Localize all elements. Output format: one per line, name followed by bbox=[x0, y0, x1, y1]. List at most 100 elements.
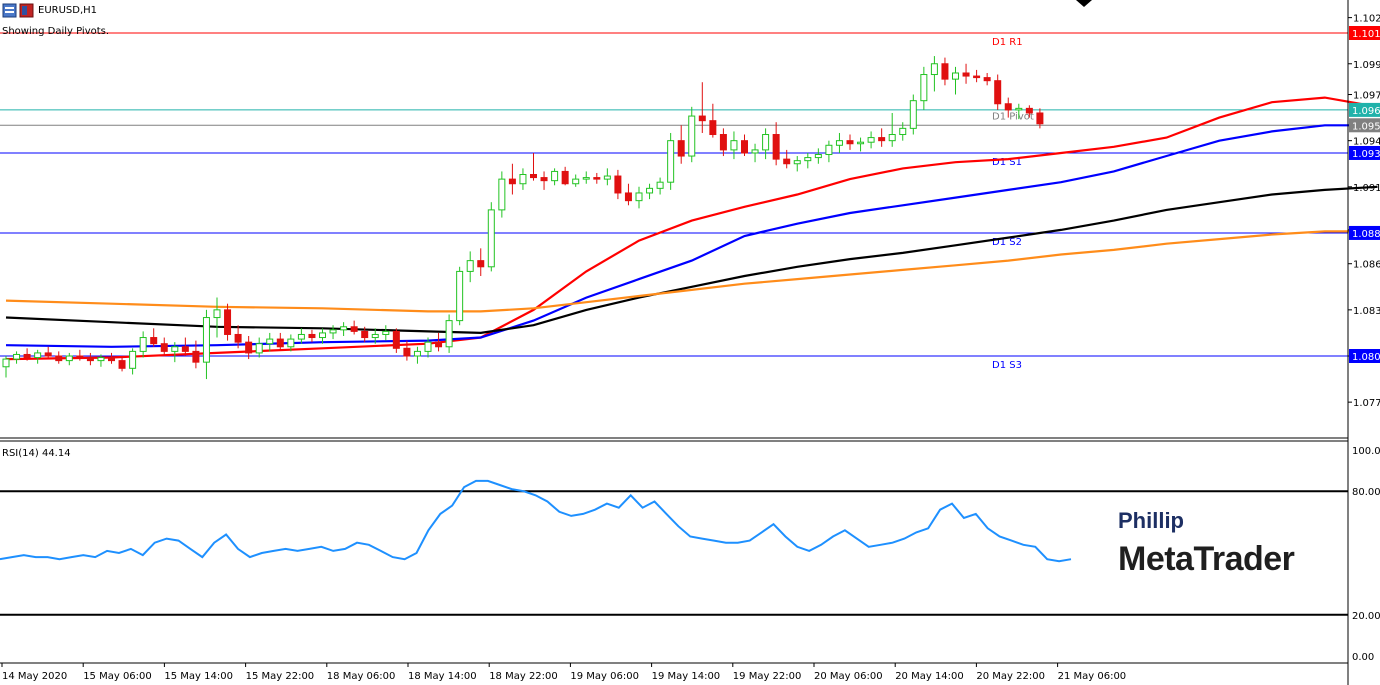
candle-body bbox=[551, 170, 559, 182]
price-axis: 1.102 1.099 1.097 1.094 1.091 1.088 1.086 1.083… bbox=[1348, 14, 1380, 409]
time-tick-label: 15 May 22:00 bbox=[246, 671, 315, 682]
candle-body bbox=[477, 260, 485, 268]
pivot-price-tag bbox=[1349, 349, 1380, 363]
candle-body bbox=[498, 178, 506, 211]
brand-metatrader: MetaTrader bbox=[1118, 540, 1295, 578]
candle-body bbox=[952, 72, 959, 80]
candle-body bbox=[76, 355, 84, 359]
time-tick-label: 15 May 14:00 bbox=[164, 671, 233, 682]
pivot-price-tag-label: 1.101 bbox=[1352, 29, 1380, 40]
price-tick-label: 1.099 bbox=[1353, 60, 1380, 71]
price-tick-label: 1.083 bbox=[1353, 306, 1380, 317]
candle-body bbox=[108, 357, 115, 362]
pivot-label: D1 S2 bbox=[992, 237, 1022, 248]
candle-body bbox=[667, 140, 675, 183]
price-tick-label: 1.077 bbox=[1353, 398, 1380, 409]
candle-body bbox=[730, 140, 738, 151]
candle-body bbox=[677, 140, 685, 157]
candle-body bbox=[202, 317, 210, 363]
candlesticks bbox=[2, 56, 1044, 380]
pivot-price-tag-label: 1.096 bbox=[1352, 106, 1380, 117]
candle-body bbox=[1004, 103, 1012, 111]
candle-body bbox=[13, 353, 21, 360]
candle-body bbox=[793, 160, 801, 165]
candle-body bbox=[635, 192, 643, 202]
rsi-axis-label: 0.00 bbox=[1352, 652, 1374, 663]
candle-body bbox=[86, 357, 94, 362]
rsi-title: RSI(14) 44.14 bbox=[2, 448, 71, 459]
candle-body bbox=[603, 175, 611, 180]
candle-body bbox=[719, 134, 727, 151]
candle-body bbox=[319, 332, 326, 339]
pivot-price-tag bbox=[1349, 145, 1380, 160]
chart-window-icon[interactable] bbox=[2, 3, 17, 18]
candle-body bbox=[582, 177, 590, 180]
rsi-axis-label: 20.00 bbox=[1352, 611, 1380, 622]
candle-body bbox=[1025, 107, 1033, 114]
time-axis: 14 May 2020 15 May 06:00 15 May 14:00 15 Ma… bbox=[1, 663, 1126, 682]
time-tick-label: 14 May 2020 bbox=[2, 671, 67, 682]
candle-body bbox=[276, 338, 284, 348]
pivot-price-tag-label: 1.088 bbox=[1352, 229, 1380, 240]
candle-body bbox=[371, 333, 379, 339]
time-tick-label: 19 May 06:00 bbox=[570, 671, 639, 682]
moving-average-line bbox=[5, 96, 1378, 361]
candle-body bbox=[867, 137, 875, 143]
time-tick-label: 20 May 22:00 bbox=[976, 671, 1045, 682]
time-tick-label: 20 May 06:00 bbox=[814, 671, 883, 682]
candle-body bbox=[814, 154, 822, 159]
candle-body bbox=[941, 63, 949, 80]
candle-body bbox=[646, 187, 654, 194]
candle-body bbox=[445, 320, 453, 348]
candle-body bbox=[762, 134, 770, 151]
price-tick-label: 1.086 bbox=[1353, 260, 1380, 271]
candle-body bbox=[150, 337, 158, 345]
candle-body bbox=[741, 140, 748, 154]
candle-body bbox=[466, 260, 474, 272]
candle-body bbox=[709, 120, 717, 136]
candle-body bbox=[688, 115, 696, 157]
candle-body bbox=[751, 149, 759, 154]
candle-body bbox=[413, 350, 421, 357]
candle-body bbox=[139, 337, 147, 352]
candle-body bbox=[181, 346, 189, 352]
time-tick-label: 18 May 06:00 bbox=[327, 671, 396, 682]
candle-body bbox=[888, 134, 896, 142]
price-tick-label: 1.091 bbox=[1353, 183, 1380, 194]
time-tick-label: 19 May 22:00 bbox=[733, 671, 802, 682]
candle-body bbox=[930, 63, 938, 76]
candle-body bbox=[129, 350, 137, 369]
candle-body bbox=[540, 177, 548, 182]
time-tick-label: 18 May 22:00 bbox=[489, 671, 558, 682]
candle-body bbox=[1015, 107, 1023, 111]
time-tick-label: 20 May 14:00 bbox=[895, 671, 964, 682]
candle-body bbox=[1036, 112, 1044, 125]
symbol-icon[interactable] bbox=[19, 3, 34, 18]
pivot-label: D1 Pivot bbox=[992, 111, 1034, 122]
candle-body bbox=[171, 346, 179, 352]
candle-body bbox=[624, 192, 632, 202]
candle-body bbox=[234, 333, 242, 343]
candle-body bbox=[160, 343, 168, 352]
cursor-arrow-icon bbox=[1076, 0, 1092, 7]
candle-body bbox=[698, 115, 706, 122]
price-tick-label: 1.102 bbox=[1353, 14, 1380, 25]
candle-body bbox=[308, 333, 316, 339]
candle-body bbox=[835, 140, 843, 146]
candle-body bbox=[783, 158, 791, 165]
moving-average-line bbox=[5, 185, 1378, 335]
symbol-timeframe: EURUSD,H1 bbox=[38, 5, 98, 16]
candle-body bbox=[435, 341, 443, 348]
pivot-price-tag bbox=[1349, 26, 1380, 40]
candle-body bbox=[287, 338, 295, 348]
pivot-price-tag bbox=[1349, 225, 1380, 240]
time-tick-label: 18 May 14:00 bbox=[408, 671, 477, 682]
candle-body bbox=[772, 134, 780, 160]
rsi-panel: 100.0 80.00 20.00 0.00 bbox=[0, 446, 1380, 663]
candle-body bbox=[350, 326, 358, 332]
candle-body bbox=[118, 360, 126, 369]
candle-body bbox=[361, 330, 369, 339]
candle-body bbox=[519, 174, 527, 185]
pivot-price-tag-label: 1.093 bbox=[1352, 149, 1380, 160]
